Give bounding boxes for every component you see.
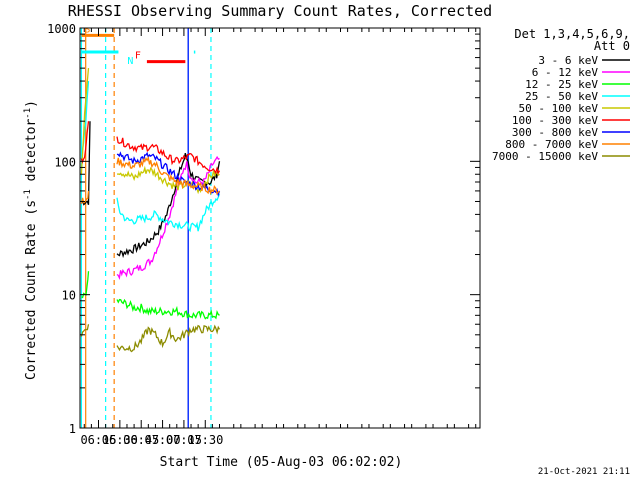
x-tick-label-5: 07:30	[187, 433, 223, 447]
legend-label-0: 3 - 6 keV	[538, 54, 598, 67]
legend-label-5: 100 - 300 keV	[512, 114, 598, 127]
series-trace-0	[116, 152, 221, 259]
series-trace-5	[116, 136, 221, 175]
legend-label-7: 800 - 7000 keV	[505, 138, 598, 151]
series-trace-7	[116, 155, 220, 196]
x-axis-label: Start Time (05-Aug-03 06:02:02)	[160, 455, 403, 470]
y-axis-label-sup2: -1	[23, 108, 33, 119]
legend-label-6: 300 - 800 keV	[512, 126, 598, 139]
x-tick-label-4: 07:15	[166, 433, 202, 447]
legend-label-2: 12 - 25 keV	[525, 78, 598, 91]
legend-title: Det 1,3,4,5,6,9,	[514, 27, 630, 41]
flag-label-n: N	[127, 56, 133, 67]
x-tick-label-2: 06:45	[123, 433, 159, 447]
series-50-100-kev	[80, 68, 220, 195]
legend-label-4: 50 - 100 keV	[519, 102, 599, 115]
y-axis-label-main: Corrected Count Rate (s	[24, 200, 39, 380]
legend-label-3: 25 - 50 keV	[525, 90, 598, 103]
legend-subtitle: Att 0	[594, 39, 630, 53]
series-800-7000-kev	[80, 155, 220, 204]
y-tick-label-1: 10	[62, 289, 76, 303]
series-trace-7	[80, 190, 90, 204]
series-6-12-kev	[116, 155, 220, 280]
series-trace-2	[81, 271, 90, 299]
y-axis-label-mid: detector	[24, 119, 39, 190]
series-trace-5	[80, 121, 90, 164]
series-trace-8	[80, 324, 90, 337]
legend-label-8: 7000 - 15000 keV	[492, 150, 598, 163]
series-100-300-kev	[80, 121, 221, 175]
series-trace-4	[80, 68, 90, 175]
flag-label-s: S	[84, 24, 90, 35]
chart-title: RHESSI Observing Summary Count Rates, Co…	[68, 2, 492, 20]
flag-label-f: F	[135, 51, 141, 62]
series-trace-8	[116, 324, 221, 353]
series-trace-1	[116, 155, 220, 280]
y-tick-label-2: 100	[54, 155, 76, 169]
series-12-25-kev	[81, 271, 220, 320]
data-layer: S N F	[80, 24, 221, 428]
x-tick-label-0: 06:15	[80, 433, 116, 447]
y-axis-label-sup1: -1	[23, 189, 33, 200]
legend-label-1: 6 - 12 keV	[532, 66, 599, 79]
series-trace-3	[116, 193, 221, 233]
y-tick-label-3: 1000	[47, 22, 76, 36]
y-axis-label-end: )	[24, 100, 39, 108]
plot-frame	[79, 27, 481, 429]
series-trace-2	[116, 298, 220, 320]
x-tick-label-3: 07:00	[144, 433, 180, 447]
y-axis-label: Corrected Count Rate (s-1 detector-1)	[23, 100, 39, 380]
x-tick-label-1: 06:30	[102, 433, 138, 447]
y-tick-label-0: 1	[69, 422, 76, 436]
footer-timestamp: 21-Oct-2021 21:11	[538, 467, 630, 477]
series-7000-15000-kev	[80, 324, 221, 353]
